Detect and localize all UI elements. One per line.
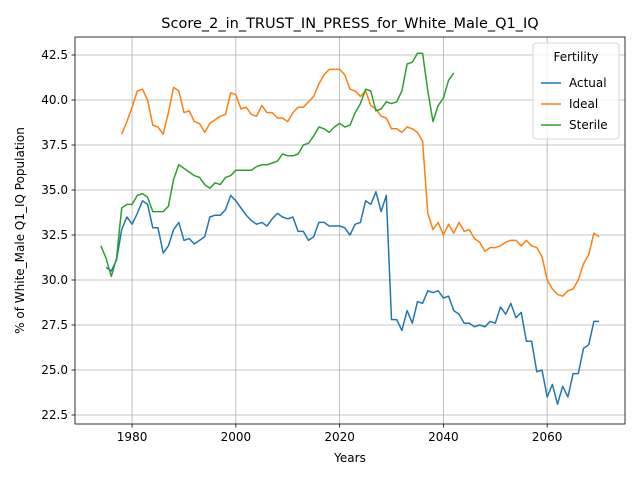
y-tick-label: 27.5 xyxy=(41,318,68,332)
legend-label-actual: Actual xyxy=(569,76,607,90)
series-line-actual xyxy=(105,191,600,405)
x-tick-label: 2060 xyxy=(532,430,563,444)
legend: Fertility Actual Ideal Sterile xyxy=(532,42,620,140)
y-tick-label: 40.0 xyxy=(41,93,68,107)
x-axis-ticks: 1980 2000 2020 2040 2060 xyxy=(117,424,563,444)
series-lines xyxy=(100,52,600,405)
series-line-ideal xyxy=(121,68,600,297)
x-tick-label: 1980 xyxy=(117,430,148,444)
series-line-sterile xyxy=(100,52,455,278)
y-axis-label: % of White_Male Q1_IQ Population xyxy=(13,127,27,334)
y-tick-label: 32.5 xyxy=(41,228,68,242)
plot-frame xyxy=(74,36,626,425)
legend-label-sterile: Sterile xyxy=(569,118,608,132)
y-tick-label: 30.0 xyxy=(41,273,68,287)
chart-title: Score_2_in_TRUST_IN_PRESS_for_White_Male… xyxy=(161,16,538,32)
y-tick-label: 35.0 xyxy=(41,183,68,197)
x-tick-label: 2020 xyxy=(324,430,355,444)
y-tick-label: 42.5 xyxy=(41,48,68,62)
y-tick-label: 22.5 xyxy=(41,408,68,422)
y-tick-label: 25.0 xyxy=(41,363,68,377)
y-axis-ticks: 22.5 25.0 27.5 30.0 32.5 35.0 37.5 40.0 42.5 xyxy=(41,48,75,422)
y-tick-label: 37.5 xyxy=(41,138,68,152)
legend-label-ideal: Ideal xyxy=(569,97,598,111)
legend-title: Fertility xyxy=(553,50,598,64)
x-tick-label: 2000 xyxy=(221,430,252,444)
x-axis-label: Years xyxy=(333,451,366,465)
x-tick-label: 2040 xyxy=(428,430,459,444)
legend-box xyxy=(532,42,620,140)
